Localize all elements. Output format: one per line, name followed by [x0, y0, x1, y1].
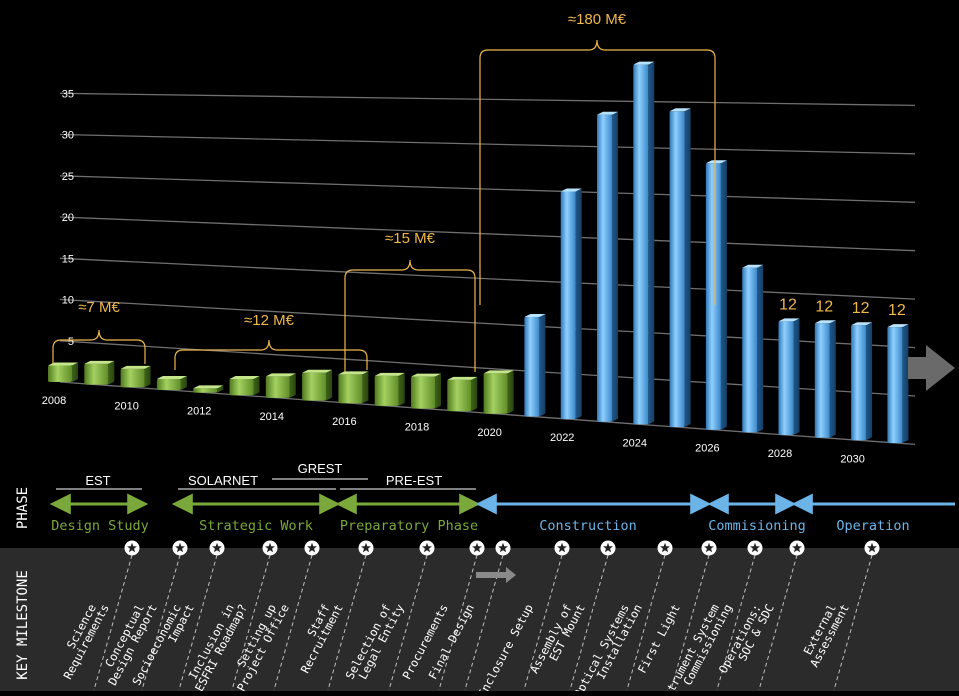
bar-2019: [447, 376, 478, 412]
bar-2017: [374, 372, 405, 406]
value-labels: 12 12 12 12: [779, 296, 906, 319]
bar-2011: [156, 375, 187, 390]
star-icon: [660, 542, 670, 553]
gridline: [59, 175, 916, 203]
bar-2012: [193, 385, 224, 393]
star-icon: [307, 542, 317, 553]
bar-2028: [778, 318, 800, 435]
star-icon: [127, 542, 137, 553]
star-icon: [472, 542, 482, 553]
gridline: [59, 92, 916, 107]
star-icon: [212, 542, 222, 553]
star-icon: [603, 542, 613, 553]
phase-label-preparatory-phase: Preparatory Phase: [340, 518, 478, 534]
cost-brace: [174, 339, 368, 370]
star-icon: [867, 542, 877, 553]
bar-2009: [84, 360, 115, 385]
cost-brace: [52, 329, 146, 364]
phase-label-commisioning: Commisioning: [708, 518, 806, 534]
x-tick-label: 2020: [477, 427, 501, 439]
bar-2025: [669, 108, 691, 428]
project-label-pre-est: PRE-EST: [386, 473, 442, 488]
cost-label: ≈7 M€: [78, 299, 120, 316]
star-icon: [498, 542, 508, 553]
phase-label-construction: Construction: [539, 518, 637, 534]
bar-2023: [597, 111, 618, 422]
y-tick-label: 25: [62, 171, 74, 183]
cost-braces: ≈7 M€ ≈12 M€ ≈15 M€ ≈180 M€: [52, 11, 716, 372]
cost-brace: [479, 39, 716, 305]
x-tick-label: 2012: [187, 406, 211, 418]
bars: [48, 61, 909, 443]
y-tick-label: 35: [62, 88, 74, 100]
cost-brace: [344, 259, 476, 372]
cost-label: ≈12 M€: [244, 312, 295, 329]
x-tick-label: 2016: [332, 416, 356, 428]
phase-label-design-study: Design Study: [51, 518, 149, 534]
bar-2021: [524, 313, 546, 417]
milestone-band: [0, 548, 959, 691]
project-label-est: EST: [85, 473, 110, 488]
bar-2013: [229, 375, 260, 396]
timeline-continue-arrow: [908, 345, 955, 391]
bar-2014: [265, 373, 296, 398]
gridline: [59, 133, 916, 155]
x-axis: 2008 2010 2012 2014 2016 2018 2020 2022 2024 2026…: [42, 395, 865, 465]
procurement-arrow: [476, 567, 516, 583]
star-icon: [792, 542, 802, 553]
project-label-solarnet: SOLARNET: [188, 473, 258, 488]
gridline: [59, 257, 916, 300]
bar-2018: [411, 373, 441, 409]
x-tick-label: 2024: [623, 437, 647, 449]
milestone-title: KEY MILESTONE: [15, 570, 31, 680]
bar-2030: [851, 322, 873, 441]
value-label: 12: [815, 298, 833, 315]
cost-label: ≈15 M€: [385, 230, 436, 247]
gridline: [59, 298, 916, 349]
value-label: 12: [888, 302, 906, 319]
value-label: 12: [852, 300, 870, 317]
y-tick-label: 5: [68, 336, 74, 348]
y-tick-label: 20: [62, 212, 74, 224]
x-tick-label: 2026: [695, 443, 719, 455]
x-tick-label: 2022: [550, 432, 574, 444]
bar-2029: [814, 320, 836, 438]
bar-2026: [705, 160, 727, 430]
bar-2031: [887, 324, 909, 443]
bar-2008: [48, 362, 78, 382]
phase-title: PHASE: [15, 487, 31, 529]
bar-2022: [560, 188, 582, 420]
y-tick-label: 30: [62, 130, 74, 142]
x-tick-label: 2028: [768, 448, 792, 460]
bar-2015: [302, 369, 333, 401]
bar-2016: [338, 371, 369, 404]
y-tick-label: 10: [62, 295, 74, 307]
star-icon: [265, 542, 275, 553]
star-icon: [175, 542, 185, 553]
x-tick-label: 2018: [405, 422, 429, 434]
star-icon: [361, 542, 371, 553]
x-tick-label: 2030: [840, 453, 864, 465]
phase-label-operation: Operation: [836, 518, 909, 534]
y-tick-label: 15: [62, 253, 74, 265]
bar-2027: [742, 264, 764, 433]
value-label: 12: [779, 296, 797, 313]
star-icon: [704, 542, 714, 553]
bar-2024: [633, 61, 655, 425]
x-tick-label: 2010: [114, 400, 138, 412]
bar-2020: [483, 370, 514, 414]
cost-label: ≈180 M€: [568, 11, 627, 28]
star-icon: [422, 542, 432, 553]
y-axis: 5 10 15 20 25 30 35: [62, 88, 74, 348]
star-icon: [557, 542, 567, 553]
gridline: [59, 216, 916, 252]
bar-2010: [120, 365, 151, 388]
x-tick-label: 2014: [260, 411, 284, 423]
project-label-grest: GREST: [298, 461, 343, 476]
phase-label-strategic-work: Strategic Work: [199, 518, 313, 534]
x-tick-label: 2008: [42, 395, 66, 407]
star-icon: [750, 542, 760, 553]
